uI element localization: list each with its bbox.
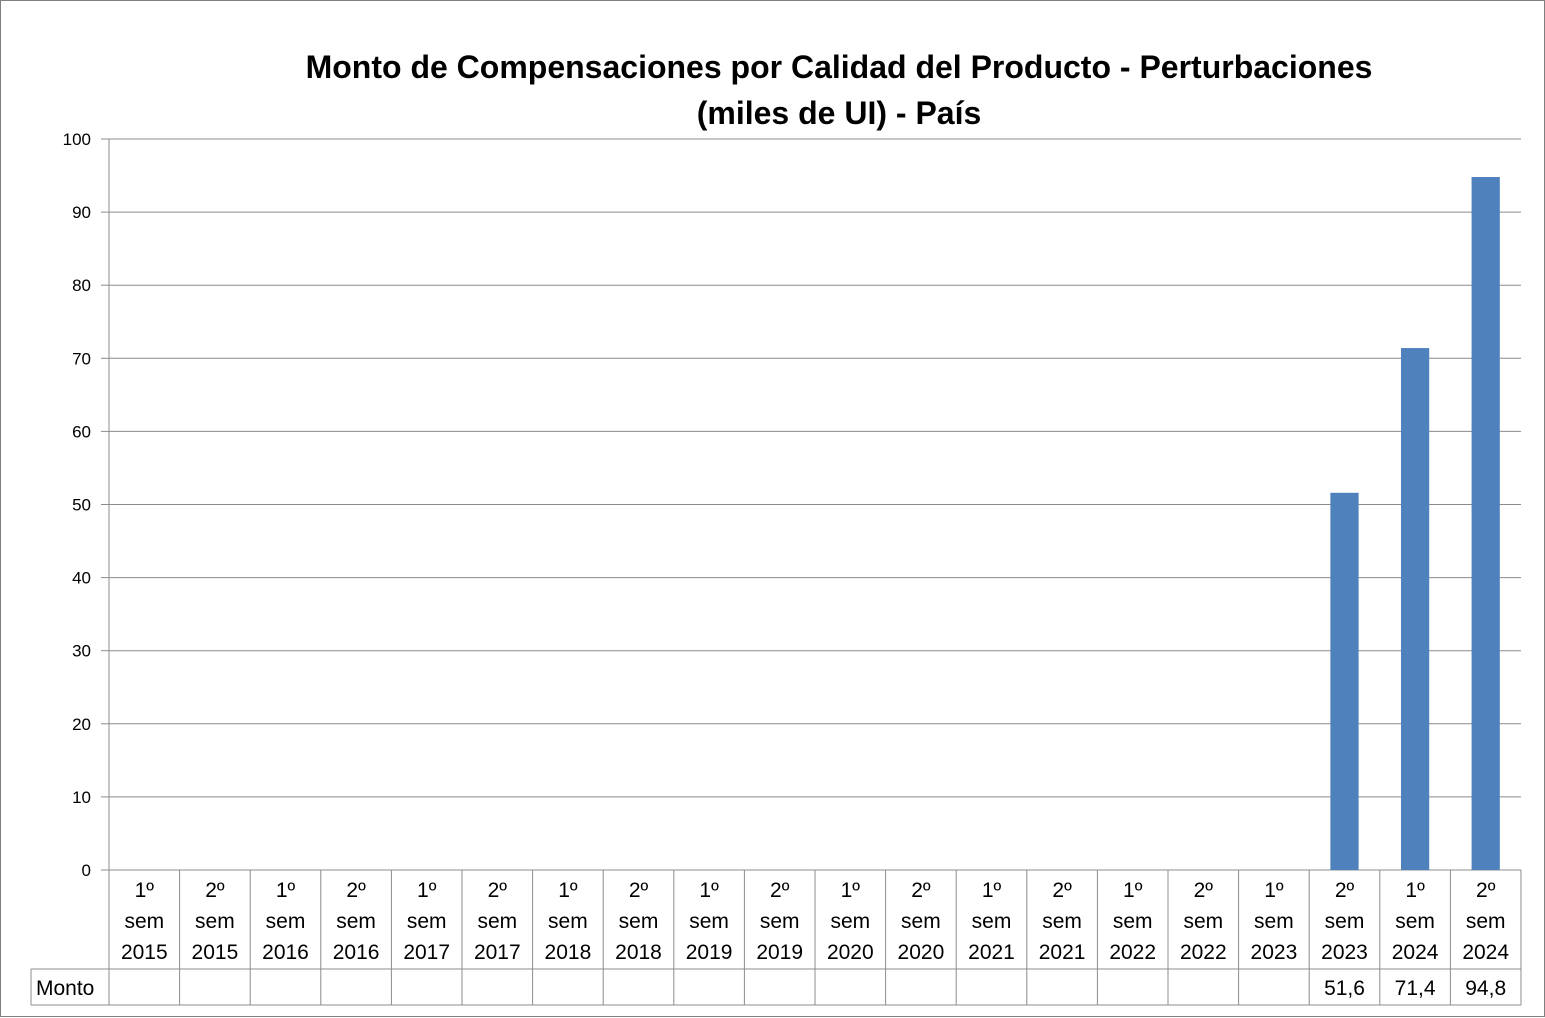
- x-tick-label: sem: [266, 910, 306, 933]
- y-tick-label: 0: [82, 861, 91, 880]
- x-tick-label: sem: [1042, 910, 1082, 933]
- x-tick-label: sem: [195, 910, 235, 933]
- x-tick-label: 2019: [756, 941, 803, 964]
- x-tick-label: sem: [477, 910, 517, 933]
- x-tick-label: 1º: [276, 879, 296, 902]
- x-tick-label: sem: [972, 910, 1012, 933]
- x-tick-label: 2015: [121, 941, 168, 964]
- x-tick-label: 2º: [1476, 879, 1496, 902]
- x-tick-label: 2020: [898, 941, 945, 964]
- x-tick-label: 2020: [827, 941, 874, 964]
- x-tick-label: 2017: [474, 941, 521, 964]
- x-tick-label: 2017: [403, 941, 450, 964]
- x-tick-label: 1º: [1123, 879, 1143, 902]
- y-tick-label: 40: [72, 569, 91, 588]
- x-tick-label: sem: [760, 910, 800, 933]
- y-tick-label: 90: [72, 203, 91, 222]
- y-tick-label: 30: [72, 642, 91, 661]
- x-tick-label: 2022: [1180, 941, 1227, 964]
- y-tick-label: 70: [72, 349, 91, 368]
- bar: [1330, 492, 1359, 870]
- data-label: 51,6: [1324, 977, 1365, 1000]
- x-tick-label: 1º: [982, 879, 1002, 902]
- x-tick-label: sem: [619, 910, 659, 933]
- x-tick-label: 2018: [545, 941, 592, 964]
- x-tick-label: 2º: [1052, 879, 1072, 902]
- x-tick-label: 1º: [1264, 879, 1284, 902]
- x-tick-label: 2019: [686, 941, 733, 964]
- x-tick-label: sem: [1466, 910, 1506, 933]
- x-tick-label: 2023: [1321, 941, 1368, 964]
- x-tick-label: sem: [124, 910, 164, 933]
- x-tick-label: sem: [1254, 910, 1294, 933]
- x-tick-label: 2º: [911, 879, 931, 902]
- x-tick-label: 2016: [333, 941, 380, 964]
- x-tick-label: sem: [1395, 910, 1435, 933]
- bar: [1471, 177, 1500, 871]
- y-tick-label: 100: [63, 130, 91, 149]
- x-tick-label: 1º: [558, 879, 578, 902]
- y-tick-label: 50: [72, 496, 91, 515]
- y-tick-label: 80: [72, 276, 91, 295]
- x-tick-label: 2º: [488, 879, 508, 902]
- x-tick-label: sem: [1325, 910, 1365, 933]
- x-tick-label: 2º: [346, 879, 366, 902]
- x-tick-label: 2º: [1194, 879, 1214, 902]
- bar: [1400, 348, 1430, 870]
- x-tick-label: 1º: [841, 879, 861, 902]
- x-tick-label: 2024: [1392, 941, 1439, 964]
- plot-area: 0 10 20 30 40 50 60 70 80 90 100 1º sem 2015 2º sem 2015…: [30, 130, 1522, 1006]
- table-series-name: Monto: [36, 977, 94, 1000]
- x-tick-label: 2016: [262, 941, 309, 964]
- x-tick-label: 2024: [1462, 941, 1509, 964]
- x-tick-label: 2021: [968, 941, 1015, 964]
- x-tick-label: 1º: [699, 879, 719, 902]
- x-tick-label: sem: [1113, 910, 1153, 933]
- x-tick-label: sem: [407, 910, 447, 933]
- data-label: 71,4: [1395, 977, 1436, 1000]
- data-label: 94,8: [1465, 977, 1506, 1000]
- x-tick-label: 2º: [629, 879, 649, 902]
- x-tick-label: 2021: [1039, 941, 1086, 964]
- x-tick-label: sem: [336, 910, 376, 933]
- x-tick-label: 2023: [1251, 941, 1298, 964]
- y-tick-label: 60: [72, 422, 91, 441]
- y-tick-label: 10: [72, 788, 91, 807]
- x-tick-label: sem: [901, 910, 941, 933]
- x-tick-label: sem: [830, 910, 870, 933]
- chart-title-line-2: (miles de UI) - País: [697, 95, 982, 131]
- chart-title-line-1: Monto de Compensaciones por Calidad del …: [306, 49, 1373, 85]
- x-tick-label: 2018: [615, 941, 662, 964]
- x-tick-label: 1º: [1405, 879, 1425, 902]
- x-tick-label: 2022: [1109, 941, 1156, 964]
- x-tick-label: 2º: [1335, 879, 1355, 902]
- x-tick-label: 1º: [417, 879, 437, 902]
- x-tick-label: 1º: [135, 879, 155, 902]
- x-tick-label: 2º: [770, 879, 790, 902]
- x-tick-label: 2º: [205, 879, 225, 902]
- x-tick-label: sem: [689, 910, 729, 933]
- x-tick-label: sem: [1183, 910, 1223, 933]
- x-tick-label: 2015: [192, 941, 239, 964]
- y-tick-label: 20: [72, 715, 91, 734]
- x-tick-label: sem: [548, 910, 588, 933]
